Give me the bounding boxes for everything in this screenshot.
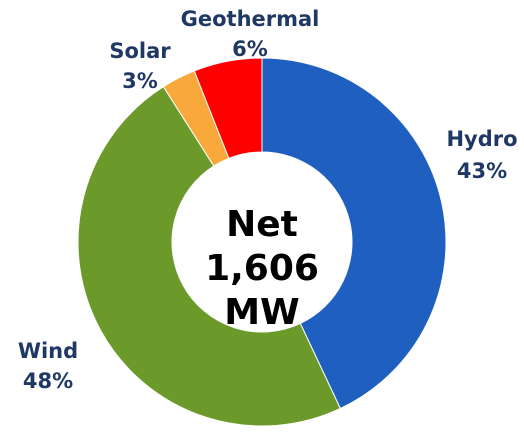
slice-value-label: 48% — [23, 369, 73, 393]
center-text: MW — [224, 292, 300, 333]
slice-label: Hydro — [446, 127, 517, 151]
slice-value-label: 3% — [122, 69, 158, 93]
slice-label: Geothermal — [181, 7, 320, 31]
donut-slice — [77, 85, 342, 427]
slice-label: Solar — [109, 39, 171, 63]
donut-slice — [261, 57, 447, 410]
center-text: 1,606 — [205, 248, 319, 289]
center-text: Net — [226, 204, 298, 245]
donut-slice — [193, 57, 263, 159]
slice-label: Wind — [18, 339, 78, 363]
slice-value-label: 43% — [457, 159, 507, 183]
slice-value-label: 6% — [232, 37, 268, 61]
